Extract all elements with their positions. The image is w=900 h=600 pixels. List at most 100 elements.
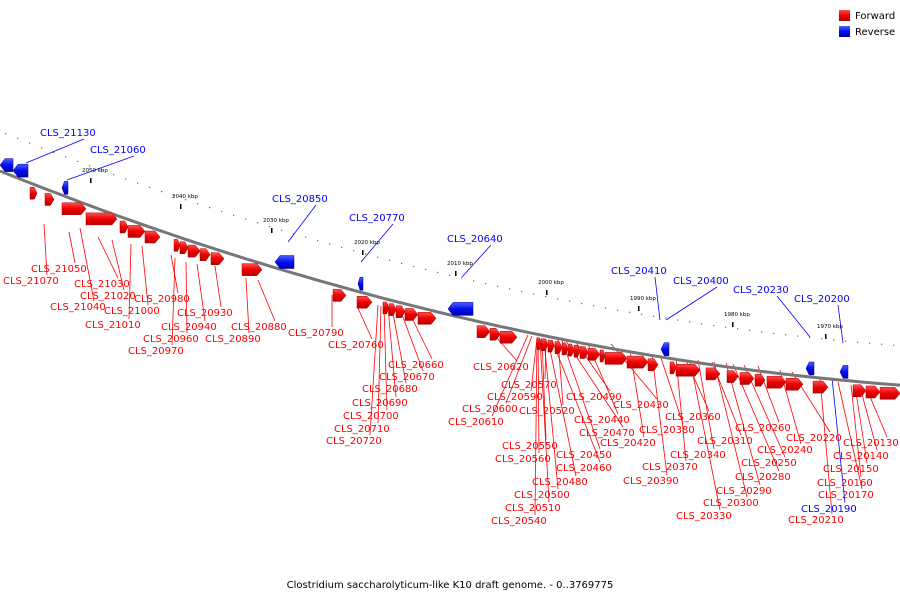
leader-line <box>171 257 176 346</box>
scale-dot <box>725 326 727 328</box>
gene-label: CLS_20620 <box>473 362 529 373</box>
forward-gene-arrow <box>210 252 225 266</box>
scale-dot <box>473 280 475 282</box>
leader-line <box>543 338 559 490</box>
reverse-gene-arrow <box>12 163 29 178</box>
gene-label: CLS_20930 <box>177 308 233 319</box>
scale-dot <box>833 339 835 341</box>
forward-gene-arrow <box>179 241 189 255</box>
gene-label: CLS_20710 <box>334 424 390 435</box>
leader-line <box>551 339 601 463</box>
gene-label: CLS_20430 <box>613 400 669 411</box>
leader-line <box>654 276 661 321</box>
gene-label: CLS_20660 <box>388 360 444 371</box>
gene-label: CLS_20250 <box>741 458 797 469</box>
gene-label: CLS_20880 <box>231 322 287 333</box>
forward-gene-arrow <box>587 348 601 361</box>
scale-tick <box>546 290 548 295</box>
forward-gene-arrow <box>241 263 263 276</box>
scale-dot <box>233 214 235 216</box>
forward-gene-arrow <box>395 305 406 318</box>
scale-dot <box>161 191 163 193</box>
gene-label: CLS_20170 <box>818 490 874 501</box>
gene-label: CLS_20590 <box>487 392 543 403</box>
leader-line <box>391 307 407 384</box>
leader-line <box>539 338 550 503</box>
gene-label: CLS_20330 <box>676 511 732 522</box>
forward-gene-arrow <box>489 327 501 341</box>
forward-gene-arrow <box>705 367 721 381</box>
scale-label: 2020 kbp <box>354 240 380 246</box>
scale-dot <box>353 250 355 252</box>
leader-line <box>561 339 601 450</box>
scale-dot <box>101 169 103 171</box>
leader-line <box>79 227 95 302</box>
scale-dot <box>521 290 523 293</box>
gene-label: CLS_20210 <box>788 515 844 526</box>
gene-label: CLS_20760 <box>328 340 384 351</box>
gene-label: CLS_20850 <box>272 194 328 205</box>
scale-dot <box>497 285 499 287</box>
legend-reverse-swatch <box>839 26 850 37</box>
forward-gene-arrow <box>865 385 881 399</box>
legend: Forward Reverse <box>839 10 895 38</box>
gene-label: CLS_20700 <box>343 411 399 422</box>
scale-tick <box>271 228 273 233</box>
forward-gene-arrow <box>812 380 829 394</box>
gene-label: CLS_20790 <box>288 328 344 339</box>
scale-dot <box>869 342 871 344</box>
leader-line <box>399 308 424 372</box>
forward-gene-arrow <box>85 212 118 226</box>
gene-label: CLS_20490 <box>566 392 622 403</box>
leader-line <box>287 204 317 243</box>
scale-dot <box>857 341 859 343</box>
reverse-gene-arrow <box>805 361 815 376</box>
caption: Clostridium saccharolyticum-like K10 dra… <box>287 580 614 591</box>
gene-label: CLS_20300 <box>703 498 759 509</box>
scale-dot <box>881 343 883 345</box>
scale-label: 2030 kbp <box>263 218 289 224</box>
leader-line <box>491 334 529 417</box>
scale-dot <box>677 319 679 321</box>
scale-tick <box>362 250 364 255</box>
leader-line <box>725 362 761 486</box>
gene-label: CLS_21000 <box>104 306 160 317</box>
leader-line <box>360 223 394 263</box>
gene-label: CLS_21130 <box>40 128 96 139</box>
forward-gene-arrow <box>382 301 390 315</box>
gene-label: CLS_21060 <box>90 145 146 156</box>
leader-line <box>214 265 222 308</box>
gene-label: CLS_20560 <box>495 454 551 465</box>
scale-dot <box>341 246 343 248</box>
gene-label: CLS_20550 <box>502 441 558 452</box>
forward-gene-arrow <box>739 372 755 385</box>
gene-label: CLS_20540 <box>491 516 547 527</box>
leader-line <box>461 244 492 278</box>
gene-label: CLS_20520 <box>519 406 575 417</box>
reverse-gene-arrow <box>357 276 364 291</box>
forward-gene-arrow <box>144 230 161 244</box>
forward-gene-arrow <box>567 343 575 357</box>
leader-line <box>831 377 846 504</box>
scale-dot <box>629 311 631 313</box>
scale-dot <box>737 328 739 330</box>
scale-label: 2040 kbp <box>172 194 198 200</box>
forward-gene-arrow <box>579 346 589 359</box>
gene-label: CLS_20440 <box>574 415 630 426</box>
leader-line <box>185 261 188 334</box>
scale-label: 1990 kbp <box>630 296 656 302</box>
gene-label: CLS_20890 <box>205 334 261 345</box>
forward-gene-arrow <box>669 361 677 375</box>
genome-backbone <box>0 169 900 387</box>
gene-label: CLS_20190 <box>801 504 857 515</box>
leader-line <box>547 339 577 477</box>
forward-gene-arrow <box>388 303 397 316</box>
forward-gene-arrow <box>61 202 87 215</box>
leader-line <box>651 354 668 476</box>
reverse-gene-arrow <box>660 342 670 356</box>
reverse-gene-arrow <box>447 302 474 316</box>
scale-dot <box>545 295 547 298</box>
leader-line <box>196 263 206 322</box>
gene-label: CLS_20220 <box>786 433 842 444</box>
gene-label: CLS_20770 <box>349 213 405 224</box>
